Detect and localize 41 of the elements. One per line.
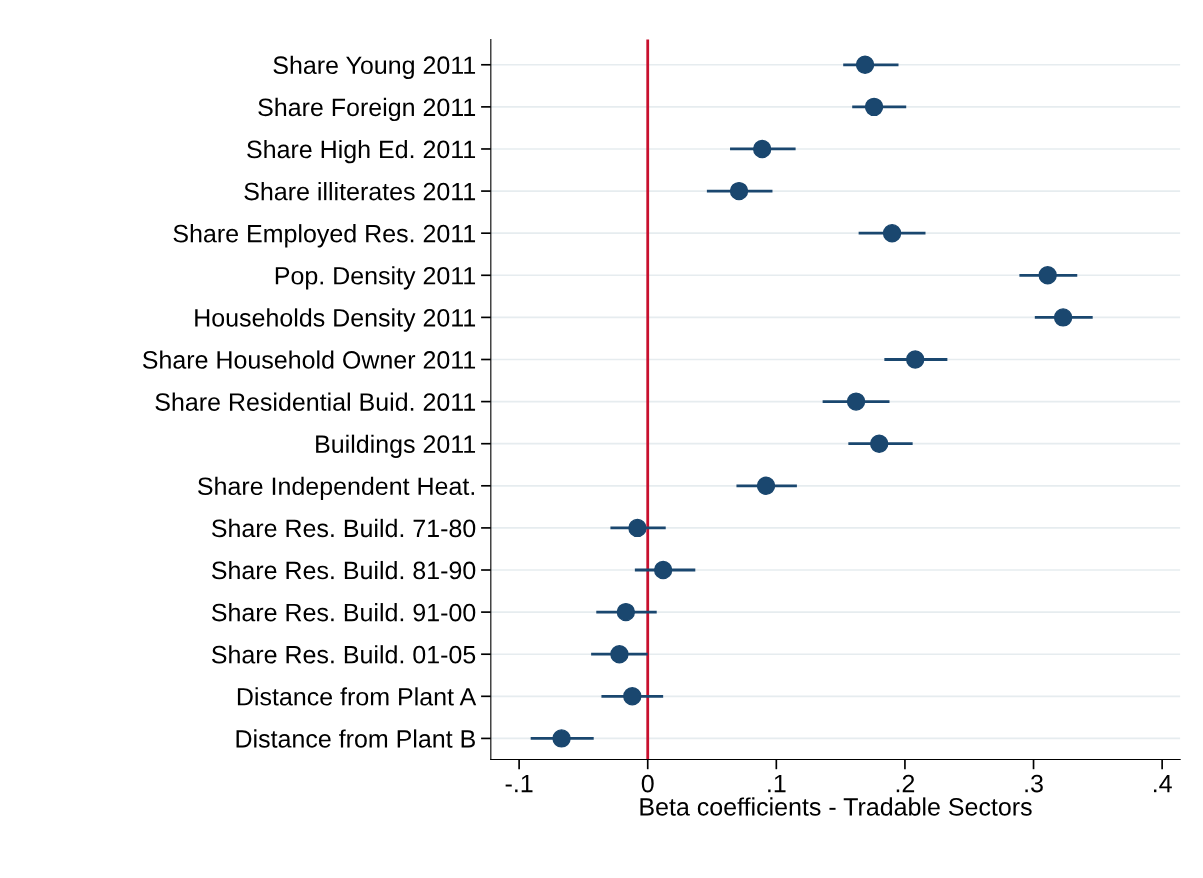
point — [1053, 308, 1073, 327]
y-tick-label: Share Residential Buid. 2011 — [155, 392, 476, 411]
x-tick-label: .2 — [896, 774, 915, 793]
point — [846, 392, 866, 411]
point — [623, 687, 642, 706]
point — [870, 434, 889, 453]
y-tick-label: Share Res. Build. 91-00 — [211, 603, 476, 622]
y-tick-label: Share Young 2011 — [273, 55, 476, 80]
point — [653, 560, 673, 580]
y-tick-label: Share Res. Build. 01-05 — [211, 645, 476, 664]
y-tick-label: Share illiterates 2011 — [244, 182, 476, 201]
x-tick-label: 0 — [641, 774, 654, 793]
y-tick-label: Share High Ed. 2011 — [247, 139, 476, 164]
x-tick-label: -.1 — [505, 774, 533, 793]
y-tick-label: Distance from Plant A — [237, 687, 477, 706]
point — [628, 518, 647, 538]
y-tick-label: Distance from Plant B — [236, 729, 475, 748]
y-tick-label: Share Independent Heat. — [198, 476, 474, 501]
y-tick-label: Buildings 2011 — [316, 434, 476, 458]
point — [855, 55, 875, 74]
y-tick-label: Share Res. Build. 71-80 — [211, 518, 476, 538]
point — [864, 97, 884, 117]
point — [729, 181, 749, 201]
y-tick-label: Share Res. Build. 81-90 — [211, 560, 476, 580]
point — [882, 223, 902, 243]
x-tick-label: .3 — [1025, 774, 1043, 793]
point — [906, 350, 925, 369]
point — [552, 729, 571, 748]
x-tick-label: .4 — [1154, 774, 1172, 793]
y-tick-label: Pop. Density 2011 — [275, 266, 476, 290]
x-tick-label: .1 — [768, 774, 786, 793]
y-tick-label: Share Foreign 2011 — [258, 97, 476, 122]
y-tick-label: Households Density 2011 — [195, 308, 476, 332]
point — [752, 139, 772, 159]
point — [1038, 266, 1057, 285]
y-tick-label: Share Household Owner 2011 — [142, 350, 476, 369]
x-axis-title: Beta coefficients - Tradable Sectors — [640, 797, 1032, 816]
y-tick-label: Share Employed Res. 2011 — [173, 224, 476, 248]
point — [616, 602, 636, 622]
point — [610, 645, 629, 664]
point — [756, 476, 776, 496]
